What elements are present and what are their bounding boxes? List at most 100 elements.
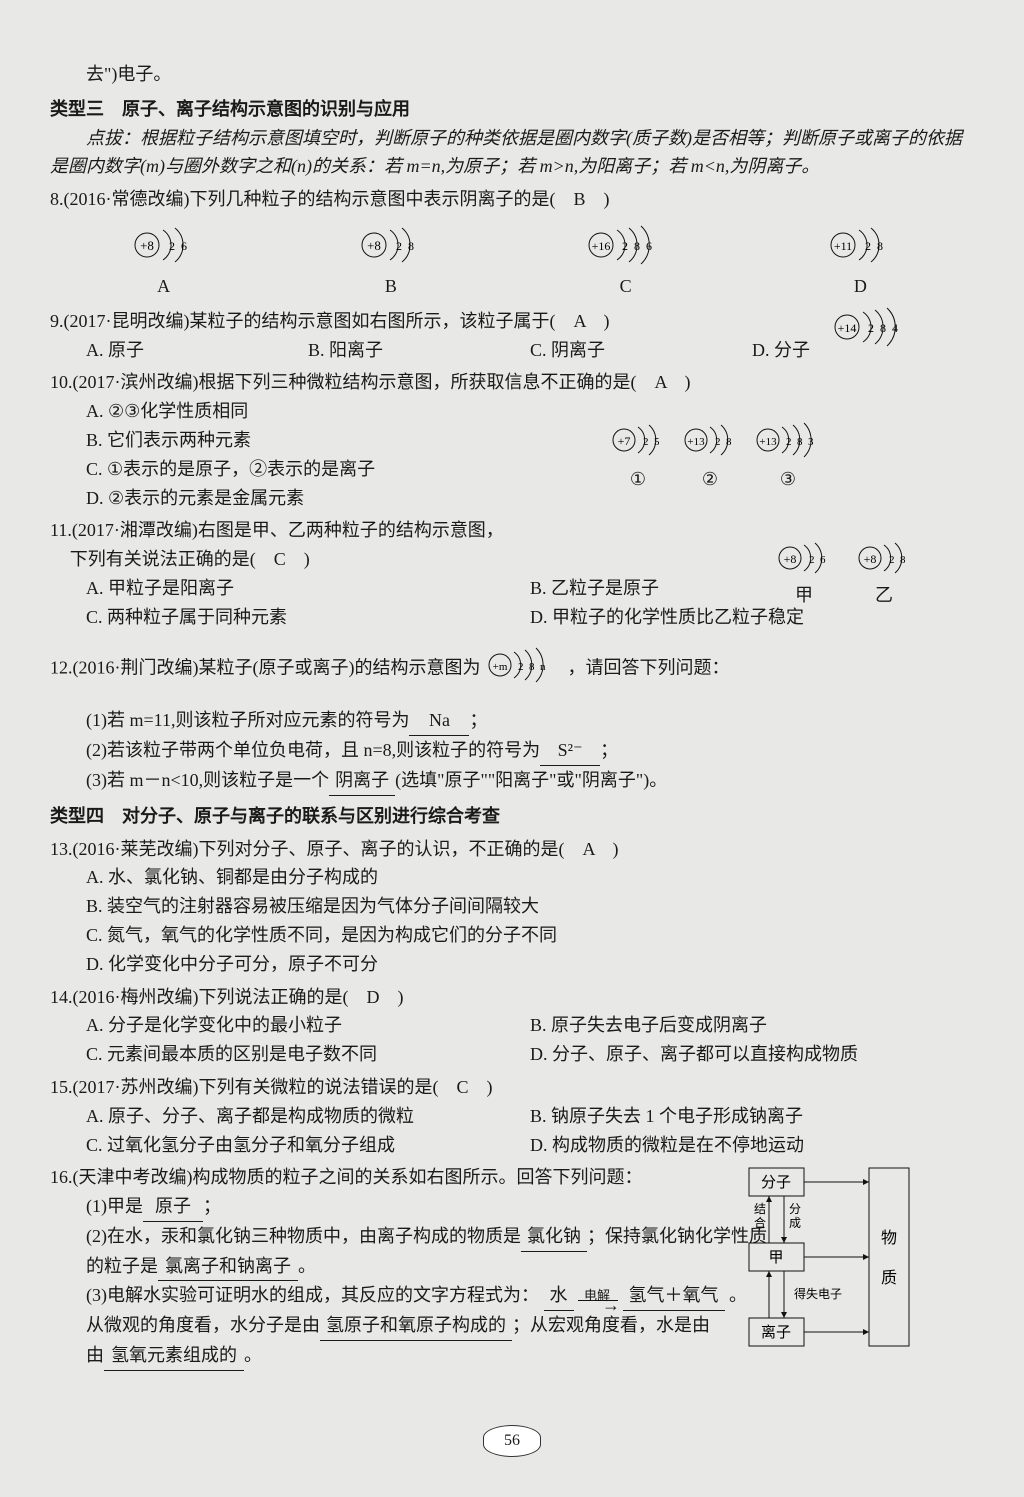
svg-text:8: 8: [726, 436, 732, 448]
flow-box-wu: 物: [881, 1229, 897, 1247]
svg-text:2: 2: [865, 239, 871, 253]
q8-atom-b: +828 B: [356, 220, 426, 301]
q14-opt-d: D. 分子、原子、离子都可以直接构成物质: [530, 1040, 974, 1069]
q15-opt-c: C. 过氧化氢分子由氢分子和氧分子组成: [86, 1131, 530, 1160]
flow-box-zhi: 质: [881, 1269, 897, 1287]
continuation-line: 去")电子。: [50, 60, 974, 89]
q8-stem: 8.(2016·常德改编)下列几种粒子的结构示意图中表示阴离子的是( B ): [50, 185, 974, 214]
q10-num3: ③: [780, 465, 796, 494]
q10-num2: ②: [702, 465, 718, 494]
q9-opt-a: A. 原子: [86, 336, 308, 365]
svg-text:8: 8: [529, 661, 535, 673]
q16-stem: 16.(天津中考改编)构成物质的粒子之间的关系如右图所示。回答下列问题：: [50, 1163, 774, 1192]
nucleus-text: +8: [140, 238, 154, 253]
q14-options: A. 分子是化学变化中的最小粒子 B. 原子失去电子后变成阴离子 C. 元素间最…: [86, 1011, 974, 1069]
q12-sub1: (1)若 m=11,则该粒子所对应元素的符号为Na；: [86, 706, 974, 736]
q13: 13.(2016·莱芜改编)下列对分子、原子、离子的认识，不正确的是( A ) …: [50, 835, 974, 979]
flow-label-fencheng: 分: [789, 1202, 801, 1216]
q10-opt-d: D. ②表示的元素是金属元素: [86, 484, 974, 513]
q13-opt-c: C. 氮气，氧气的化学性质不同，是因为构成它们的分子不同: [86, 921, 974, 950]
q12-ans3: 阴离子: [329, 766, 395, 796]
q9-opt-c: C. 阴离子: [530, 336, 752, 365]
q8-atom-d: +1128 D: [825, 220, 895, 301]
q10-opt-a: A. ②③化学性质相同: [86, 397, 974, 426]
q13-opt-a: A. 水、氯化钠、铜都是由分子构成的: [86, 863, 974, 892]
svg-text:2: 2: [809, 554, 815, 566]
q8-label-b: B: [385, 272, 397, 301]
q14-stem: 14.(2016·梅州改编)下列说法正确的是( D ): [50, 983, 974, 1012]
q16-sub2: (2)在水，汞和氯化钠三种物质中，由离子构成的物质是氯化钠；保持氯化钠化学性质的…: [86, 1222, 774, 1282]
flow-label-deshi: 得失电子: [794, 1286, 842, 1301]
q11-opt-a: A. 甲粒子是阳离子: [86, 574, 530, 603]
svg-text:2: 2: [643, 436, 649, 448]
svg-text:2: 2: [169, 239, 175, 253]
q13-opt-b: B. 装空气的注射器容易被压缩是因为气体分子间间隔较大: [86, 892, 974, 921]
svg-text:+13: +13: [759, 436, 777, 448]
q10-diagrams: +725① +1328② +13283③: [608, 418, 824, 494]
q16-sub1: (1)甲是原子；: [86, 1192, 774, 1222]
q16-sub3-line3: 由氢氧元素组成的。: [86, 1341, 774, 1371]
section3-heading: 类型三 原子、离子结构示意图的识别与应用: [50, 95, 974, 124]
q12: 12.(2016·荆门改编)某粒子(原子或离子)的结构示意图为 +m28n ，请…: [50, 644, 974, 796]
svg-text:8: 8: [877, 239, 883, 253]
flow-box-jia: 甲: [768, 1250, 783, 1266]
q11-diagrams: +826甲 +828乙: [774, 536, 914, 610]
svg-text:+16: +16: [592, 239, 611, 253]
q15-opt-b: B. 钠原子失去 1 个电子形成钠离子: [530, 1102, 974, 1131]
svg-text:n: n: [540, 661, 546, 673]
flow-label-jiehe: 结: [754, 1202, 766, 1216]
svg-text:8: 8: [797, 436, 803, 448]
q16-sub3-line2: 从微观的角度看，水分子是由氢原子和氧原子构成的；从宏观角度看，水是由: [86, 1311, 774, 1341]
q9-opt-b: B. 阳离子: [308, 336, 530, 365]
section3-hint: 点拔：根据粒子结构示意图填空时，判断原子的种类依据是圈内数字(质子数)是否相等；…: [50, 124, 974, 182]
q16-ans1: 原子: [143, 1192, 203, 1222]
q10: 10.(2017·滨州改编)根据下列三种微粒结构示意图，所获取信息不正确的是( …: [50, 368, 974, 512]
section4-heading: 类型四 对分子、原子与离子的联系与区别进行综合考查: [50, 802, 974, 831]
svg-text:+14: +14: [838, 321, 857, 335]
svg-text:+8: +8: [784, 552, 797, 566]
q12-ans2: S²⁻: [540, 736, 600, 766]
flow-box-lizi: 离子: [761, 1324, 791, 1341]
q16-eq-right: 氢气＋氧气: [623, 1281, 725, 1311]
q15: 15.(2017·苏州改编)下列有关微粒的说法错误的是( C ) A. 原子、分…: [50, 1073, 974, 1159]
svg-text:合: 合: [754, 1215, 766, 1230]
q12-ans1: Na: [409, 706, 469, 736]
svg-text:+8: +8: [367, 238, 381, 253]
q12-sub2: (2)若该粒子带两个单位负电荷，且 n=8,则该粒子的符号为S²⁻；: [86, 736, 974, 766]
q16-ans3b: 氢原子和氧原子构成的: [320, 1311, 512, 1341]
q16: 16.(天津中考改编)构成物质的粒子之间的关系如右图所示。回答下列问题： (1)…: [50, 1163, 974, 1371]
svg-text:成: 成: [789, 1216, 801, 1230]
q14-opt-b: B. 原子失去电子后变成阴离子: [530, 1011, 974, 1040]
svg-text:8: 8: [634, 239, 640, 253]
q10-num1: ①: [630, 465, 646, 494]
q8-atom-c: +16 286 C: [583, 220, 668, 301]
svg-text:8: 8: [900, 554, 906, 566]
q8-label-c: C: [620, 272, 632, 301]
svg-text:6: 6: [646, 239, 652, 253]
svg-text:3: 3: [808, 436, 814, 448]
q11-opt-c: C. 两种粒子属于同种元素: [86, 603, 530, 632]
page-content: 去")电子。 类型三 原子、离子结构示意图的识别与应用 点拔：根据粒子结构示意图…: [50, 60, 974, 1371]
q8: 8.(2016·常德改编)下列几种粒子的结构示意图中表示阴离子的是( B ) +…: [50, 185, 974, 301]
q9: 9.(2017·昆明改编)某粒子的结构示意图如右图所示，该粒子属于( A ) A…: [50, 307, 974, 365]
svg-text:+m: +m: [493, 661, 508, 673]
svg-text:8: 8: [880, 321, 886, 335]
q8-diagram-row: +826 A +828 B +16286 C +1128 D: [50, 220, 974, 301]
q16-flowchart: 分子 甲 离子 物 质 结 合 分 成 得失电子: [739, 1163, 919, 1353]
flow-box-fenzhi: 分子: [761, 1174, 791, 1191]
svg-text:2: 2: [622, 239, 628, 253]
svg-text:6: 6: [820, 554, 826, 566]
q13-opt-d: D. 化学变化中分子可分，原子不可分: [86, 950, 974, 979]
q12-inline-diagram: +m28n: [485, 644, 563, 695]
q12-sub3: (3)若 m－n<10,则该粒子是一个阴离子(选填"原子""阳离子"或"阴离子"…: [86, 766, 974, 796]
q16-sub3: (3)电解水实验可证明水的组成，其反应的文字方程式为： 水 电解 → 氢气＋氧气…: [86, 1281, 774, 1311]
svg-text:2: 2: [868, 321, 874, 335]
page-number: 56: [483, 1425, 541, 1457]
svg-text:8: 8: [408, 239, 414, 253]
q14: 14.(2016·梅州改编)下列说法正确的是( D ) A. 分子是化学变化中的…: [50, 983, 974, 1069]
q15-opt-a: A. 原子、分子、离子都是构成物质的微粒: [86, 1102, 530, 1131]
q14-opt-c: C. 元素间最本质的区别是电子数不同: [86, 1040, 530, 1069]
q10-opt-c: C. ①表示的是原子，②表示的是离子: [86, 455, 974, 484]
q8-label-a: A: [157, 272, 170, 301]
svg-text:2: 2: [889, 554, 895, 566]
